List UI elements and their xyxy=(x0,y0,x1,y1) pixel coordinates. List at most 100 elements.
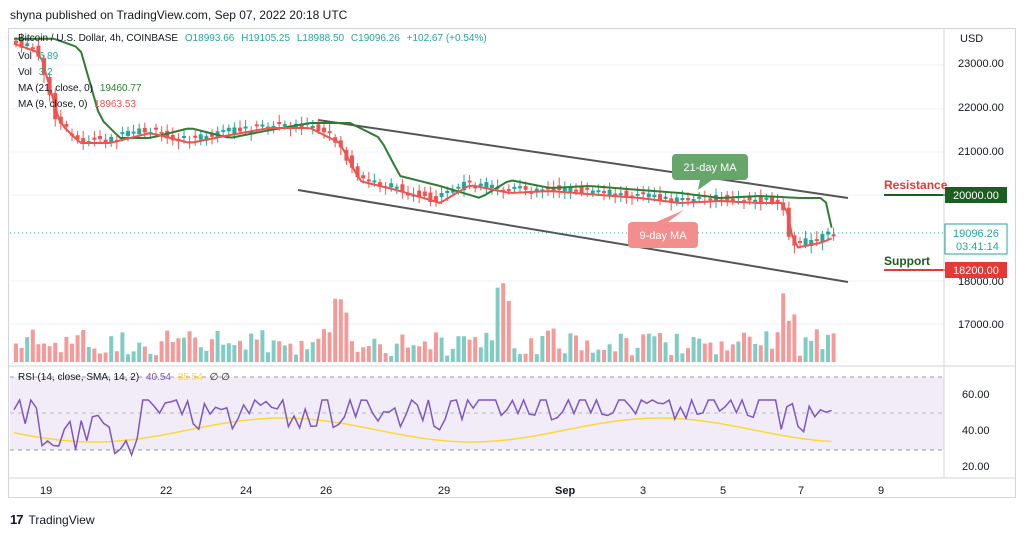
candle-body xyxy=(590,190,595,194)
volume-bar xyxy=(702,343,707,362)
volume-value: 5.89 xyxy=(38,51,59,62)
volume-bar xyxy=(182,337,186,362)
candle-body xyxy=(400,184,405,193)
candle-body xyxy=(574,189,578,192)
candle-body xyxy=(602,191,606,194)
volume-bar xyxy=(30,329,35,362)
candle-body xyxy=(64,124,69,127)
candle-body xyxy=(131,131,136,134)
volume-bar xyxy=(176,338,181,362)
volume-bar xyxy=(478,347,483,362)
rsi-value: 40.54 xyxy=(145,372,171,383)
candle-body xyxy=(327,131,332,134)
volume-bar xyxy=(686,348,690,362)
candle-body xyxy=(708,198,713,201)
countdown-value: 03:41:14 xyxy=(956,241,999,253)
candle-body xyxy=(210,133,214,137)
candle-body xyxy=(198,134,203,140)
candle-body xyxy=(820,233,825,243)
candle-body xyxy=(25,43,30,46)
support-label: Support xyxy=(884,254,930,268)
ma9-label: MA (9, close, 0) xyxy=(18,99,88,110)
volume-bar xyxy=(473,337,478,362)
volume-bar xyxy=(646,333,651,362)
candle-body xyxy=(417,190,422,198)
volume-bar xyxy=(501,283,506,362)
candle-body xyxy=(467,180,472,183)
volume-bar xyxy=(254,339,259,362)
candle-body xyxy=(19,39,24,48)
volume-bar xyxy=(215,330,220,362)
volume-bar xyxy=(70,343,74,362)
volume-bar xyxy=(316,338,321,362)
candle-body xyxy=(277,121,282,125)
rsi-tick: 40.00 xyxy=(962,425,990,437)
candle-body xyxy=(154,127,158,130)
volume-bar xyxy=(25,337,30,362)
volume-bar xyxy=(730,344,735,362)
candle-body xyxy=(613,193,618,196)
volume-value-2: 3.2 xyxy=(38,67,53,78)
volume-bar xyxy=(434,332,438,362)
volume-bar xyxy=(764,331,769,362)
ma9-legend: MA (9, close, 0) 18963.53 xyxy=(18,99,140,110)
volume-bar xyxy=(803,337,808,362)
resistance-value: 20000.00 xyxy=(953,190,999,202)
volume-bar xyxy=(400,334,405,362)
current-price-tag xyxy=(944,223,1008,255)
candle-body xyxy=(579,187,584,194)
ohlc-low: L18988.50 xyxy=(296,33,345,44)
ma21-label: MA (21, close, 0) xyxy=(18,83,94,94)
volume-bar xyxy=(758,345,763,362)
candle-body xyxy=(803,238,808,245)
volume-bar xyxy=(770,348,774,362)
volume-bar xyxy=(602,349,606,362)
candle-body xyxy=(36,45,41,57)
volume-bar xyxy=(674,333,679,362)
volume-bar xyxy=(445,355,450,362)
volume-bar xyxy=(221,344,226,362)
volume-bar xyxy=(669,355,674,362)
volume-bar xyxy=(792,314,797,362)
candle-body xyxy=(322,127,326,133)
volume-bar xyxy=(294,354,298,362)
volume-bar xyxy=(19,348,24,362)
candle-body xyxy=(652,194,657,198)
date-label: 7 xyxy=(798,485,804,497)
ma9-line xyxy=(13,42,832,249)
date-label: 29 xyxy=(438,485,450,497)
volume-bar xyxy=(613,351,618,362)
candle-body xyxy=(646,193,651,198)
volume-bars xyxy=(14,283,836,362)
candle-body xyxy=(389,183,394,188)
candle-body xyxy=(75,135,80,140)
chart-frame xyxy=(8,28,1016,498)
volume-bar xyxy=(103,352,108,362)
rsi-sma-value: 35.54 xyxy=(177,372,203,383)
volume-bar xyxy=(697,338,702,362)
candle-body xyxy=(310,125,315,128)
candle-body xyxy=(170,134,175,141)
channel-lower-line xyxy=(297,189,849,283)
volume-bar xyxy=(786,320,791,362)
volume-bar xyxy=(204,350,209,362)
candle-body xyxy=(658,194,662,201)
volume-bar xyxy=(635,347,640,362)
candle-body xyxy=(103,139,108,143)
volume-bar xyxy=(322,329,326,362)
volume-bar xyxy=(282,345,287,362)
ma9-annotation-text: 9-day MA xyxy=(639,230,687,242)
date-label: 24 xyxy=(240,485,252,497)
candle-body xyxy=(243,126,248,129)
volume-bar xyxy=(327,332,332,362)
volume-bar xyxy=(232,345,237,362)
candle-body xyxy=(624,190,629,197)
volume-bar xyxy=(467,339,472,362)
volume-bar xyxy=(714,354,718,362)
volume-bar xyxy=(14,343,18,362)
volume-bar xyxy=(747,336,752,362)
rsi-label: RSI (14, close, SMA, 14, 2) xyxy=(18,372,140,383)
volume-bar xyxy=(120,332,125,362)
volume-bar xyxy=(557,348,562,362)
